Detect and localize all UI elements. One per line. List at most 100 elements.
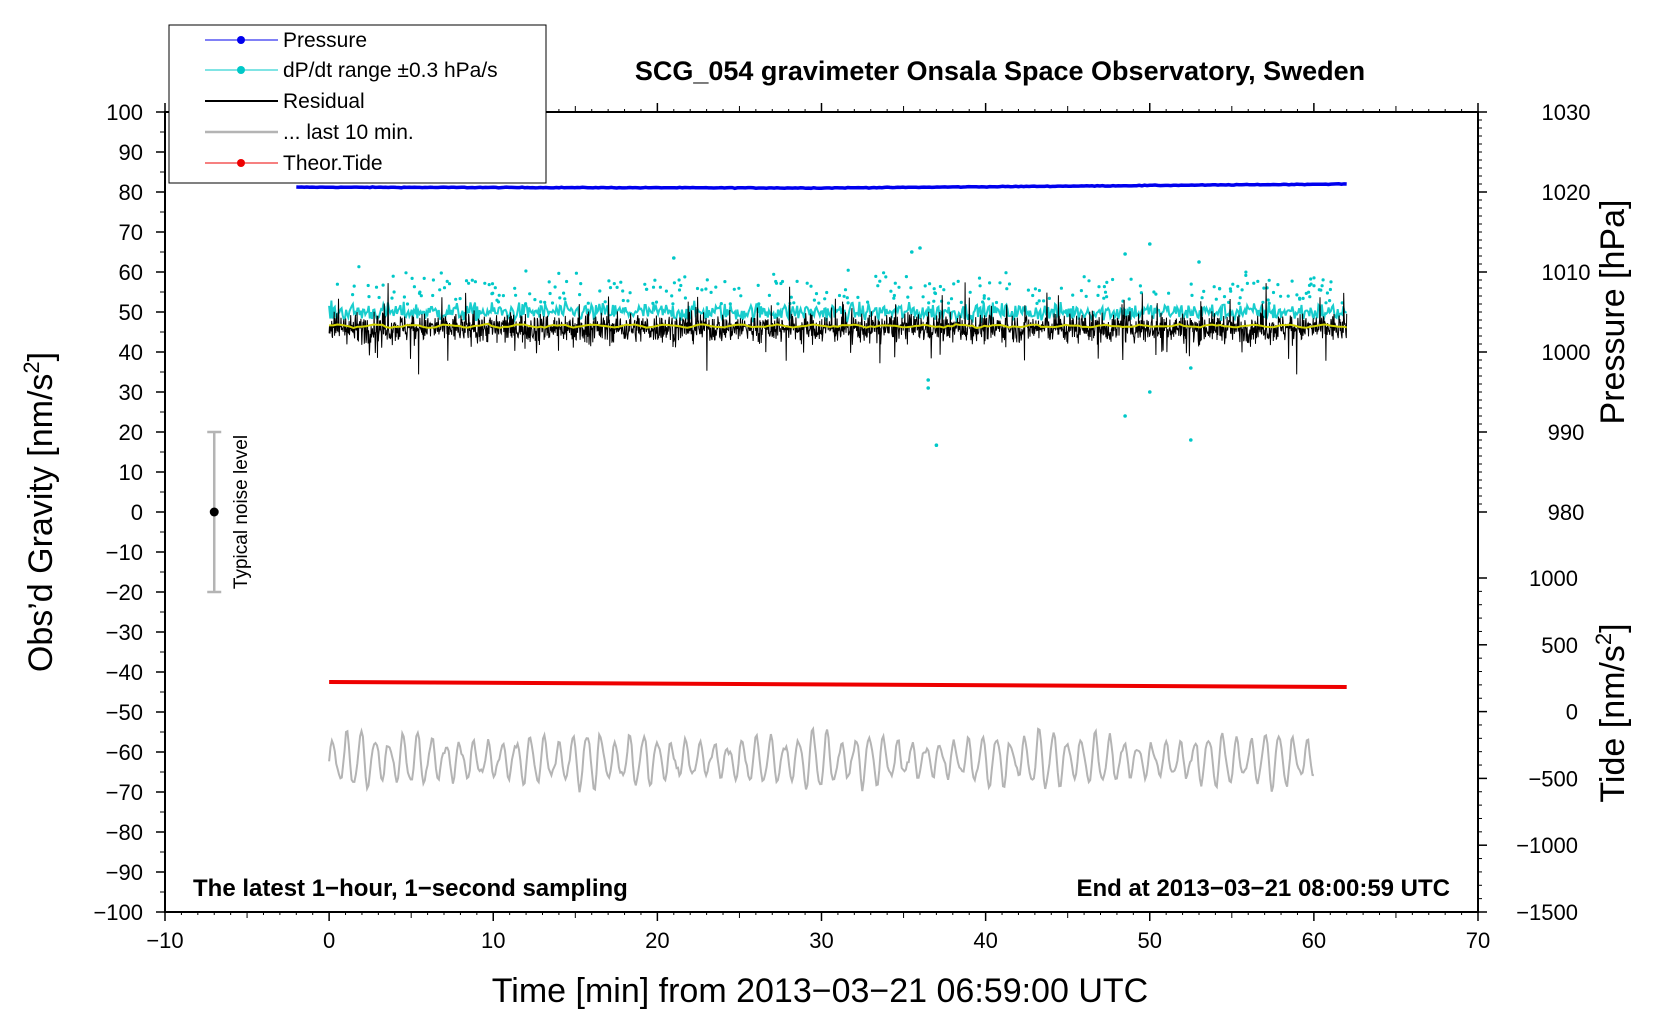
series-dpdt-point xyxy=(927,301,931,305)
series-residual xyxy=(328,282,1348,375)
y-axis-title-tide: Tide [nm/s2] xyxy=(1591,623,1632,802)
series-dpdt-point xyxy=(882,271,886,275)
series-dpdt-point xyxy=(366,283,370,288)
series-dpdt-point xyxy=(626,299,630,303)
y-axis-title-tide-close: ] xyxy=(1594,623,1632,632)
legend-label-residual: Residual xyxy=(283,90,365,113)
series-dpdt-outlier xyxy=(1123,252,1127,256)
series-dpdt-point xyxy=(1244,273,1248,277)
series-dpdt-point xyxy=(809,284,813,288)
noise-level-label: Typical noise level xyxy=(231,435,252,589)
series-dpdt-point xyxy=(447,282,452,286)
series-dpdt-point xyxy=(431,293,435,298)
series-dpdt-point xyxy=(705,278,709,282)
series-dpdt-point xyxy=(1190,293,1194,297)
series-dpdt-point xyxy=(1290,279,1294,283)
series-dpdt-point xyxy=(1329,280,1333,284)
series-dpdt-point xyxy=(982,296,986,300)
series-last-10-min xyxy=(328,725,1315,793)
series-dpdt-point xyxy=(897,285,901,289)
series-dpdt-point xyxy=(932,299,936,303)
series-dpdt-point xyxy=(1059,286,1063,290)
series-dpdt-point xyxy=(391,274,395,278)
series-dpdt-point xyxy=(579,282,583,286)
series-dpdt-point xyxy=(1218,287,1222,291)
series-dpdt-point xyxy=(719,302,723,306)
x-tick-label: 30 xyxy=(809,928,833,953)
series-dpdt-point xyxy=(1129,277,1133,281)
y-tick-label: −40 xyxy=(106,660,143,685)
series-dpdt-point xyxy=(968,290,972,294)
series-dpdt-point xyxy=(608,286,613,290)
series-dpdt-point xyxy=(539,300,543,304)
series-dpdt-point xyxy=(528,292,532,296)
annotation-sampling: The latest 1−hour, 1−second sampling xyxy=(193,875,628,902)
series-dpdt-point xyxy=(1324,301,1328,305)
legend-label-dpdt: dP/dt range ±0.3 hPa/s xyxy=(283,59,498,82)
series-dpdt-point xyxy=(909,286,913,290)
series-dpdt-point xyxy=(653,278,657,282)
series-dpdt-point xyxy=(1152,290,1156,294)
pressure-tick-label: 1030 xyxy=(1542,100,1591,125)
y-tick-label: −50 xyxy=(106,700,143,725)
series-dpdt-outlier xyxy=(1123,414,1127,418)
series-dpdt-point xyxy=(563,297,567,301)
x-tick-label: 40 xyxy=(973,928,997,953)
series-residual-mean xyxy=(329,322,1347,330)
series-dpdt-point xyxy=(1189,282,1193,286)
legend-label-last10: ... last 10 min. xyxy=(283,121,414,144)
y-tick-label: 70 xyxy=(119,220,143,245)
series-dpdt-point xyxy=(892,296,896,300)
legend-box xyxy=(168,24,547,184)
y-axis-title-gravity: Obs’d Gravity [nm/s2] xyxy=(19,352,60,672)
tide-tick-label: 500 xyxy=(1541,633,1578,658)
series-dpdt-point xyxy=(988,281,992,285)
series-dpdt-point xyxy=(1037,299,1041,303)
series-dpdt-point xyxy=(949,297,954,301)
y-tick-label: −80 xyxy=(106,820,143,845)
series-dpdt-point xyxy=(1325,291,1329,295)
series-dpdt-point xyxy=(893,281,897,285)
series-dpdt-point xyxy=(438,288,442,292)
series-pressure xyxy=(296,182,1347,191)
series-dpdt-point xyxy=(1102,285,1106,289)
series-dpdt-point xyxy=(1261,300,1265,304)
series-dpdt-outlier xyxy=(910,250,914,254)
series-dpdt-point xyxy=(739,294,743,298)
series-dpdt-point xyxy=(1042,299,1046,303)
series-dpdt-point xyxy=(846,268,850,272)
series-dpdt-point xyxy=(1200,296,1204,300)
series-dpdt-point xyxy=(728,302,732,306)
series-dpdt-point xyxy=(1266,298,1270,302)
series-dpdt-point xyxy=(998,281,1002,285)
series-dpdt-point xyxy=(1096,293,1100,297)
tide-tick-label: −1500 xyxy=(1516,900,1578,925)
series-dpdt-point xyxy=(866,300,870,304)
series-dpdt-outlier xyxy=(672,256,676,260)
legend-dot-dpdt xyxy=(237,66,245,74)
pressure-tick-label: 1010 xyxy=(1542,260,1591,285)
series-dpdt-point xyxy=(709,290,713,294)
y-tick-label: −70 xyxy=(106,780,143,805)
series-dpdt-point xyxy=(956,279,960,283)
series-dpdt-point xyxy=(842,294,846,298)
series-dpdt-point xyxy=(445,279,449,283)
series-dpdt-point xyxy=(658,285,663,289)
series-dpdt-point xyxy=(1298,296,1302,300)
series-dpdt-point xyxy=(351,293,355,297)
series-dpdt-point xyxy=(533,298,537,302)
series-dpdt-outlier xyxy=(926,386,930,390)
series-dpdt-point xyxy=(1047,296,1051,300)
series-dpdt-point xyxy=(1007,282,1012,286)
series-dpdt-point xyxy=(412,285,416,289)
series-dpdt-point xyxy=(578,293,582,297)
series-dpdt-point xyxy=(1309,277,1313,281)
annotation-end-time: End at 2013−03−21 08:00:59 UTC xyxy=(1076,875,1450,902)
series-dpdt-point xyxy=(1229,289,1233,293)
series-dpdt-point xyxy=(805,281,809,285)
y-tick-label: 90 xyxy=(119,140,143,165)
y-tick-label: −60 xyxy=(106,740,143,765)
series-dpdt-point xyxy=(823,297,827,301)
series-dpdt-point xyxy=(1312,284,1316,288)
series-dpdt-point xyxy=(774,281,779,285)
